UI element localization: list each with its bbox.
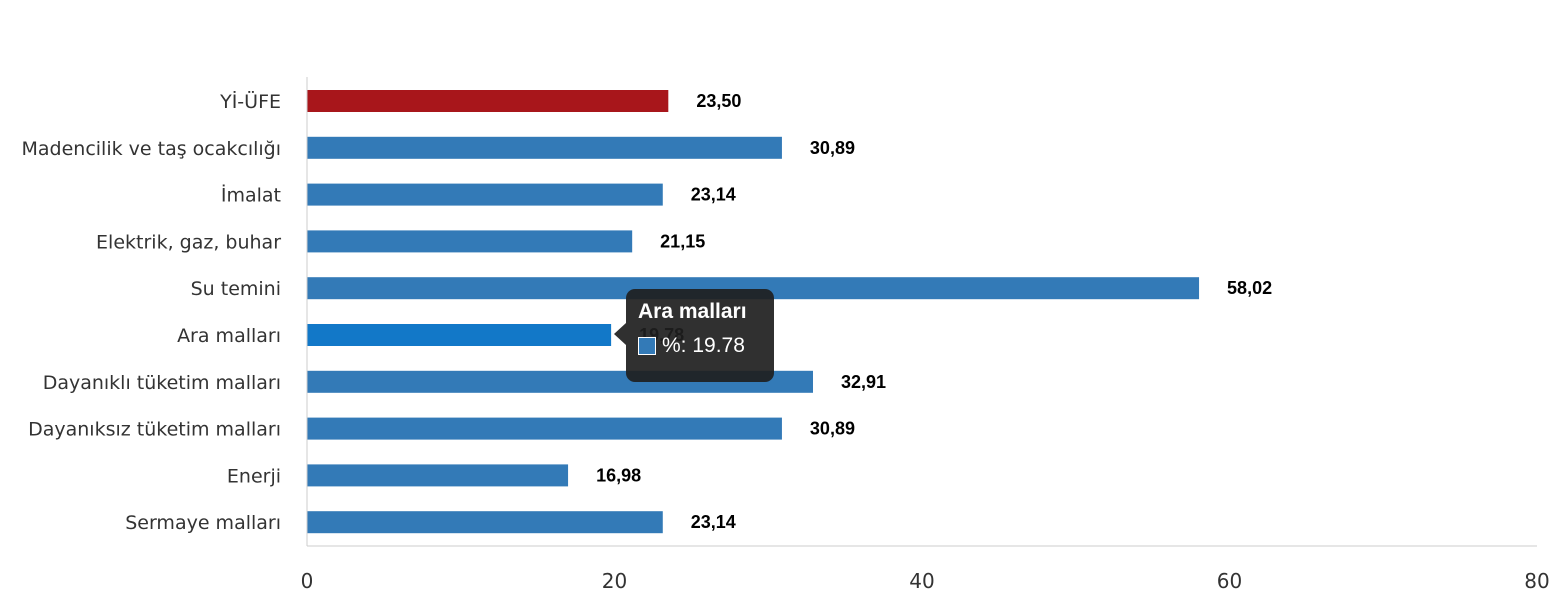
bar[interactable] bbox=[307, 417, 782, 440]
x-tick-labels-group: 0 20 40 60 80 bbox=[301, 569, 1550, 593]
tooltip-value: %: 19.78 bbox=[662, 334, 745, 357]
data-label: 23,14 bbox=[691, 185, 736, 205]
tooltip-swatch bbox=[638, 337, 656, 355]
category-label: Sermaye malları bbox=[125, 512, 281, 534]
category-label: Ara malları bbox=[177, 325, 281, 347]
bar[interactable] bbox=[307, 183, 663, 206]
bar[interactable] bbox=[307, 511, 663, 534]
data-label: 16,98 bbox=[596, 465, 641, 485]
data-label: 30,89 bbox=[810, 138, 855, 158]
data-label: 30,89 bbox=[810, 419, 855, 439]
x-tick-label: 60 bbox=[1217, 569, 1242, 593]
data-label: 32,91 bbox=[841, 372, 886, 392]
tooltip-row: %: 19.78 bbox=[638, 333, 762, 359]
category-labels-group: Yİ-ÜFE Madencilik ve taş ocakcılığı İmalat… bbox=[22, 90, 282, 534]
x-tick-label: 20 bbox=[602, 569, 627, 593]
bars-group bbox=[307, 90, 1200, 534]
bar[interactable] bbox=[307, 90, 669, 112]
tooltip-title: Ara malları bbox=[638, 300, 747, 323]
category-label: Elektrik, gaz, buhar bbox=[96, 231, 281, 253]
x-tick-label: 80 bbox=[1524, 569, 1549, 593]
category-label: İmalat bbox=[221, 184, 281, 207]
category-label: Yİ-ÜFE bbox=[219, 90, 281, 113]
bar[interactable] bbox=[307, 464, 569, 487]
data-label: 23,14 bbox=[691, 512, 736, 532]
data-label: 23,50 bbox=[696, 91, 741, 111]
x-tick-label: 40 bbox=[909, 569, 934, 593]
tooltip: Ara malları %: 19.78 bbox=[614, 289, 774, 382]
data-label: 58,02 bbox=[1227, 278, 1272, 298]
bar[interactable] bbox=[307, 230, 633, 253]
data-label: 21,15 bbox=[660, 231, 705, 251]
category-label: Dayanıksız tüketim malları bbox=[28, 419, 281, 441]
category-label: Enerji bbox=[227, 465, 281, 487]
x-tick-label: 0 bbox=[301, 569, 314, 593]
category-label: Su temini bbox=[191, 278, 281, 300]
bar[interactable] bbox=[307, 136, 782, 159]
bar[interactable] bbox=[307, 277, 1200, 300]
category-label: Madencilik ve taş ocakcılığı bbox=[22, 138, 282, 160]
category-label: Dayanıklı tüketim malları bbox=[43, 372, 281, 394]
bar[interactable] bbox=[307, 324, 612, 346]
